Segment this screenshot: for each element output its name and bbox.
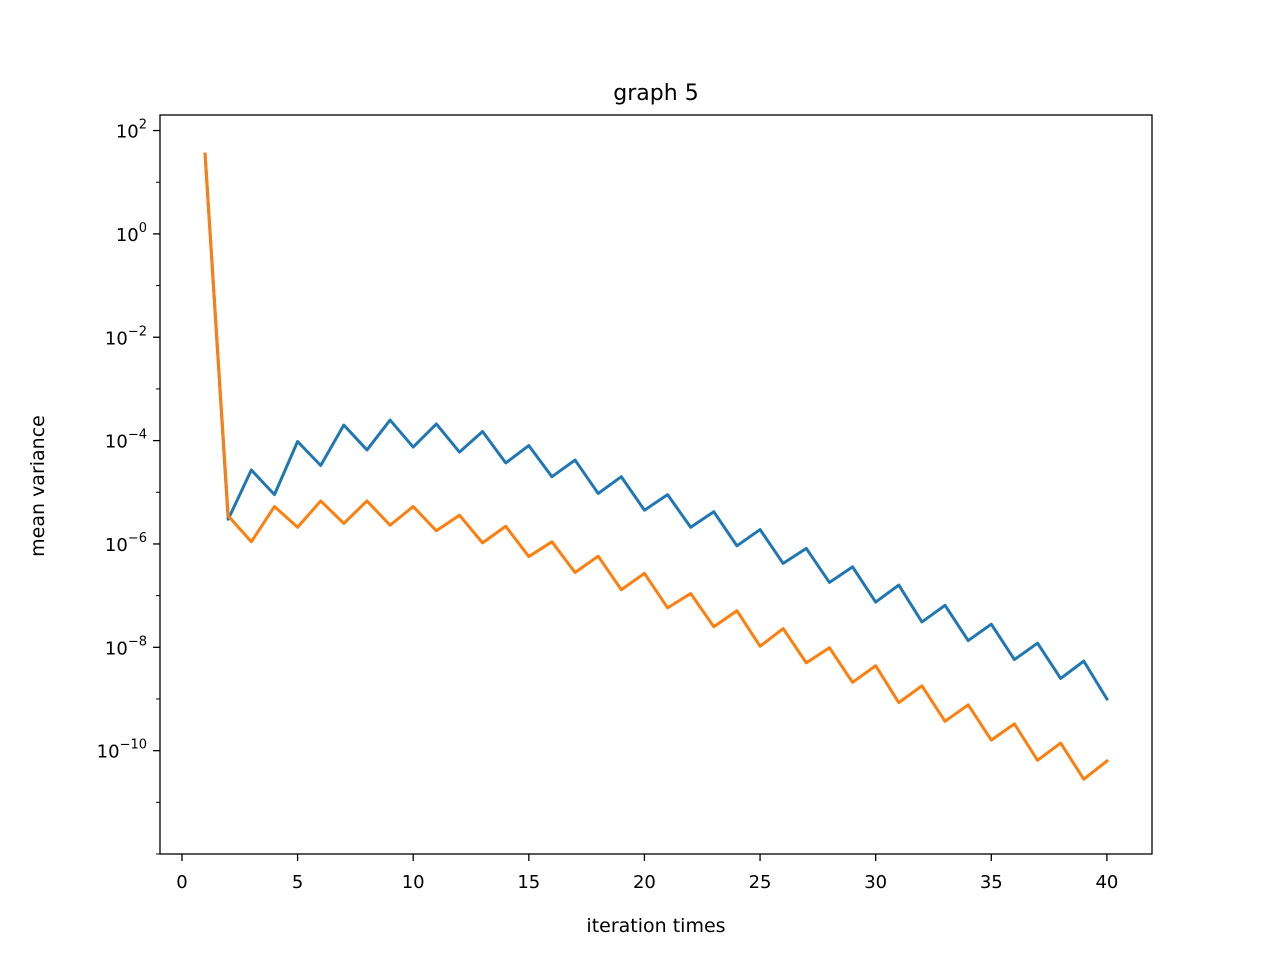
- x-tick-label: 0: [176, 872, 187, 893]
- x-tick-label: 35: [980, 872, 1003, 893]
- plot-frame: [159, 114, 1153, 855]
- y-tick-label: 10−6: [105, 531, 147, 556]
- x-tick-label: 15: [517, 872, 540, 893]
- y-tick-label: 100: [116, 221, 147, 246]
- x-tick-label: 20: [633, 872, 656, 893]
- y-tick-label: 10−10: [97, 738, 147, 763]
- x-tick-label: 25: [749, 872, 772, 893]
- x-tick-label: 5: [292, 872, 303, 893]
- y-axis-label: mean variance: [27, 415, 49, 557]
- series-line-1: [203, 152, 1109, 702]
- y-tick-label: 102: [116, 118, 147, 143]
- series-line-2: [203, 152, 1110, 781]
- y-tick-label: 10−4: [105, 428, 147, 453]
- x-tick-label: 10: [402, 872, 425, 893]
- plot-area: 0 5 10 15 20 25 30 35 40 102 100 10−2 10−4 10−6 10−8 10…: [97, 114, 1153, 893]
- y-tick-label: 10−2: [105, 324, 147, 349]
- y-tick-label: 10−8: [105, 634, 147, 659]
- x-tick-label: 30: [864, 872, 887, 893]
- x-tick-label: 40: [1095, 872, 1118, 893]
- chart-title: graph 5: [613, 81, 698, 106]
- x-axis-label: iteration times: [586, 915, 725, 937]
